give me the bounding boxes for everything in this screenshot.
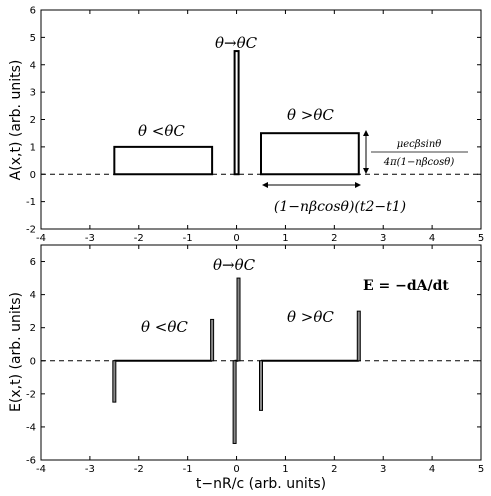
bottom-y-axis-title: E(x,t) (arb. units) <box>8 292 24 412</box>
field-spike <box>259 360 263 411</box>
top-y-tick-label: 2 <box>30 115 36 126</box>
top-x-tick-label: 2 <box>331 233 337 244</box>
top-rectangles <box>113 50 360 176</box>
bottom-x-tick-label: 2 <box>331 464 337 475</box>
top-plot-frame <box>40 9 482 230</box>
bottom-label-less: θ <θC <box>141 318 188 336</box>
bottom-equation: E = −dA/dt <box>363 278 449 294</box>
field-spike <box>236 277 241 362</box>
bottom-x-tick-label: -3 <box>85 464 95 475</box>
height-numerator: μecβsinθ <box>397 139 442 150</box>
field-spike <box>210 318 215 362</box>
top-x-tick-label: 1 <box>282 233 288 244</box>
width-arrow-head-right <box>355 182 361 188</box>
vector-potential-pulse <box>233 50 240 176</box>
vector-potential-pulse <box>260 132 360 176</box>
bottom-spikes <box>112 277 361 444</box>
bottom-y-tick-label: -4 <box>26 422 36 433</box>
top-y-tick-label: 5 <box>30 33 36 44</box>
top-label-limit: θ→θC <box>215 34 258 52</box>
bottom-y-tick-label: -6 <box>26 456 36 467</box>
top-x-tick-label: -1 <box>183 233 193 244</box>
height-arrow-head-down <box>363 168 369 174</box>
top-x-tick-label: 5 <box>478 233 484 244</box>
width-label: (1−nβcosθ)(t2−t1) <box>274 199 406 215</box>
top-y-axis-title: A(x,t) (arb. units) <box>8 60 24 181</box>
bottom-x-tick-label: -1 <box>183 464 193 475</box>
bottom-x-tick-label: 3 <box>380 464 386 475</box>
bottom-y-tick-label: -2 <box>26 389 36 400</box>
top-ticks: -4 -3 -2 -1 0 1 2 3 4 5 -2 -1 0 1 2 3 4 5 6 <box>26 6 484 245</box>
bottom-y-tick-label: 0 <box>30 356 36 367</box>
bottom-x-axis-title: t−nR/c (arb. units) <box>196 476 326 492</box>
top-y-tick-label: 3 <box>30 88 36 99</box>
bottom-plot-frame <box>40 244 482 461</box>
top-x-tick-label: -4 <box>36 233 46 244</box>
top-y-tick-label: 0 <box>30 170 36 181</box>
top-label-less: θ <θC <box>138 122 185 140</box>
top-panel: -4 -3 -2 -1 0 1 2 3 4 5 -2 -1 0 1 2 3 4 5 6 θ <θC θ→θC θ >… <box>8 6 484 245</box>
bottom-label-limit: θ→θC <box>213 256 256 274</box>
top-x-tick-label: 4 <box>429 233 435 244</box>
bottom-y-tick-label: 6 <box>30 257 36 268</box>
bottom-x-tick-label: -2 <box>134 464 144 475</box>
bottom-x-tick-label: 5 <box>478 464 484 475</box>
top-y-tick-label: 4 <box>30 60 36 71</box>
vector-potential-pulse <box>113 145 214 176</box>
height-denominator: 4π(1−nβcosθ) <box>383 157 455 168</box>
bottom-x-tick-label: -4 <box>36 464 46 475</box>
top-x-tick-label: 0 <box>233 233 239 244</box>
top-y-tick-label: 1 <box>30 142 36 153</box>
height-arrow-head-up <box>363 130 369 136</box>
field-spike <box>356 310 361 362</box>
top-x-tick-label: 3 <box>380 233 386 244</box>
bottom-x-tick-label: 0 <box>233 464 239 475</box>
bottom-x-tick-label: 1 <box>282 464 288 475</box>
field-spike <box>112 360 117 403</box>
top-x-tick-label: -2 <box>134 233 144 244</box>
bottom-x-tick-label: 4 <box>429 464 435 475</box>
top-x-tick-label: -3 <box>85 233 95 244</box>
bottom-y-tick-label: 4 <box>30 290 36 301</box>
bottom-y-tick-label: 2 <box>30 323 36 334</box>
top-y-tick-label: -2 <box>26 225 36 236</box>
width-arrow-head-left <box>262 182 268 188</box>
field-spike <box>232 360 237 444</box>
top-y-tick-label: -1 <box>26 197 36 208</box>
bottom-label-greater: θ >θC <box>287 308 334 326</box>
top-y-tick-label: 6 <box>30 6 36 17</box>
top-label-greater: θ >θC <box>287 106 334 124</box>
